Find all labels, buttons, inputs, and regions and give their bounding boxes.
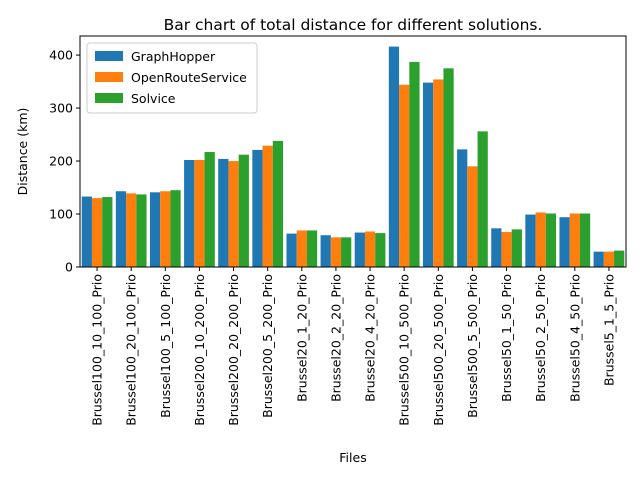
x-tick-label: Brussel5_1_5_Prio — [601, 274, 616, 386]
legend-swatch-solvice — [95, 93, 123, 103]
y-tick-label: 200 — [49, 154, 73, 169]
bar-graphhopper-3 — [184, 159, 195, 267]
legend-label-openrouteservice: OpenRouteService — [131, 70, 247, 85]
bar-solvice-7 — [341, 237, 352, 267]
x-tick-label: Brussel200_5_200_Prio — [260, 274, 275, 418]
bar-solvice-1 — [136, 194, 147, 267]
bar-graphhopper-11 — [457, 149, 468, 267]
bar-graphhopper-1 — [115, 191, 127, 267]
bar-openrouteservice-10 — [433, 79, 444, 267]
bar-solvice-14 — [579, 213, 591, 267]
bar-solvice-11 — [477, 131, 488, 267]
legend-label-solvice: Solvice — [131, 91, 176, 106]
bar-solvice-8 — [375, 233, 386, 267]
bar-openrouteservice-14 — [569, 213, 580, 267]
bar-openrouteservice-15 — [603, 251, 615, 267]
bar-openrouteservice-3 — [194, 159, 205, 267]
x-tick-label: Brussel20_4_20_Prio — [363, 274, 378, 402]
bar-graphhopper-8 — [354, 232, 365, 267]
bar-solvice-15 — [614, 250, 625, 267]
bar-graphhopper-5 — [252, 149, 263, 267]
x-tick-label: Brussel50_4_50_Prio — [567, 274, 582, 402]
legend-swatch-openrouteservice — [95, 72, 123, 82]
x-tick-label: Brussel50_2_50_Prio — [533, 274, 548, 402]
y-tick-label: 0 — [65, 260, 73, 275]
bar-graphhopper-0 — [81, 196, 92, 267]
x-tick-label: Brussel20_1_20_Prio — [294, 274, 309, 402]
bar-openrouteservice-13 — [535, 212, 546, 267]
y-axis: 0 100 200 300 400 — [49, 48, 80, 275]
y-axis-label: Distance (km) — [15, 108, 30, 196]
bar-graphhopper-12 — [491, 228, 502, 267]
plot-frame — [79, 35, 627, 268]
bar-solvice-10 — [443, 68, 454, 267]
bar-openrouteservice-11 — [467, 166, 478, 267]
x-axis: Brussel100_10_100_Prio Brussel100_20_100_… — [90, 267, 616, 426]
legend: GraphHopper OpenRouteService Solvice — [86, 42, 258, 114]
bar-graphhopper-13 — [525, 214, 536, 267]
bar-graphhopper-6 — [286, 233, 297, 267]
bar-graphhopper-9 — [388, 46, 400, 267]
x-axis-label: Files — [339, 450, 366, 465]
legend-frame — [86, 42, 258, 114]
x-tick-label: Brussel50_1_50_Prio — [499, 274, 514, 402]
bar-openrouteservice-0 — [91, 198, 103, 267]
x-tick-label: Brussel500_10_500_Prio — [397, 274, 412, 426]
bar-openrouteservice-12 — [501, 232, 512, 267]
x-tick-label: Brussel20_2_20_Prio — [328, 274, 343, 402]
bar-openrouteservice-9 — [399, 84, 410, 268]
chart-title: Bar chart of total distance for differen… — [164, 16, 543, 34]
bar-solvice-13 — [545, 213, 557, 267]
y-tick-label: 300 — [49, 101, 73, 116]
x-tick-label: Brussel200_20_200_Prio — [226, 274, 241, 426]
y-tick-label: 100 — [49, 207, 73, 222]
bar-openrouteservice-5 — [262, 145, 273, 267]
bar-graphhopper-14 — [559, 217, 570, 267]
bar-graphhopper-10 — [422, 82, 434, 268]
bar-solvice-2 — [170, 190, 181, 267]
legend-label-graphhopper: GraphHopper — [131, 49, 216, 64]
x-tick-label: Brussel200_10_200_Prio — [192, 274, 207, 426]
bars-group — [81, 46, 625, 268]
y-tick-label: 400 — [49, 48, 73, 63]
bar-openrouteservice-7 — [330, 237, 342, 267]
bar-openrouteservice-4 — [228, 161, 239, 267]
bar-solvice-9 — [409, 61, 420, 268]
bar-solvice-5 — [272, 140, 284, 267]
bar-openrouteservice-6 — [296, 230, 307, 267]
x-tick-label: Brussel100_10_100_Prio — [90, 274, 105, 426]
bar-graphhopper-7 — [320, 235, 331, 267]
bar-solvice-6 — [306, 230, 318, 267]
bar-solvice-12 — [511, 229, 522, 267]
bar-openrouteservice-2 — [160, 191, 171, 267]
bar-openrouteservice-8 — [364, 231, 376, 267]
x-tick-label: Brussel100_20_100_Prio — [124, 274, 139, 426]
bar-solvice-3 — [204, 152, 215, 267]
x-tick-label: Brussel500_5_500_Prio — [465, 274, 480, 418]
bar-solvice-4 — [238, 154, 249, 267]
x-tick-label: Brussel100_5_100_Prio — [158, 274, 173, 418]
bar-graphhopper-4 — [218, 158, 229, 267]
x-tick-label: Brussel500_20_500_Prio — [431, 274, 446, 426]
bar-solvice-0 — [102, 197, 113, 267]
bar-openrouteservice-1 — [126, 193, 137, 267]
legend-swatch-graphhopper — [95, 51, 123, 61]
bar-graphhopper-2 — [149, 192, 161, 267]
bar-graphhopper-15 — [593, 251, 604, 267]
